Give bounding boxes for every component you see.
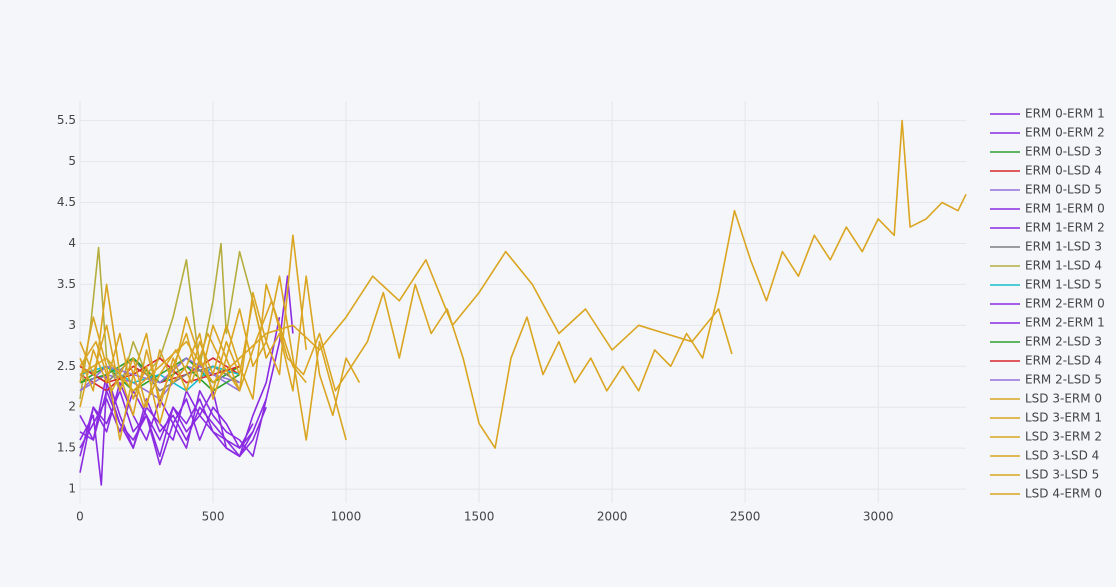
legend-label[interactable]: ERM 2-LSD 3 xyxy=(1025,335,1102,349)
legend-label[interactable]: ERM 0-LSD 5 xyxy=(1025,183,1102,197)
legend-label[interactable]: LSD 3-LSD 5 xyxy=(1025,468,1099,482)
y-tick-label: 5.5 xyxy=(57,113,76,127)
x-tick-label: 0 xyxy=(76,510,84,524)
series-line xyxy=(79,275,361,425)
legend-label[interactable]: LSD 4-ERM 0 xyxy=(1025,487,1102,501)
legend-label[interactable]: ERM 1-LSD 4 xyxy=(1025,259,1102,273)
series-line xyxy=(79,119,967,449)
legend-label[interactable]: ERM 2-ERM 1 xyxy=(1025,316,1105,330)
series-line xyxy=(79,381,267,458)
series-line xyxy=(79,390,254,458)
series-line xyxy=(79,250,733,392)
series-line xyxy=(79,234,307,417)
legend-label[interactable]: ERM 2-LSD 4 xyxy=(1025,354,1102,368)
x-tick-label: 2000 xyxy=(597,510,628,524)
y-tick-label: 4 xyxy=(68,236,76,250)
y-tick-label: 3.5 xyxy=(57,277,76,291)
x-tick-label: 500 xyxy=(202,510,225,524)
y-tick-label: 1.5 xyxy=(57,441,76,455)
legend-label[interactable]: ERM 2-LSD 5 xyxy=(1025,373,1102,387)
legend-label[interactable]: ERM 1-ERM 0 xyxy=(1025,202,1105,216)
legend-label[interactable]: LSD 3-LSD 4 xyxy=(1025,449,1099,463)
series-line xyxy=(79,242,267,400)
y-tick-label: 3 xyxy=(68,318,76,332)
y-tick-label: 5 xyxy=(68,154,76,168)
y-tick-label: 4.5 xyxy=(57,195,76,209)
legend-label[interactable]: ERM 0-LSD 3 xyxy=(1025,145,1102,159)
x-tick-label: 2500 xyxy=(730,510,761,524)
x-tick-label: 1000 xyxy=(331,510,362,524)
x-tick-label: 1500 xyxy=(464,510,495,524)
legend-label[interactable]: ERM 2-ERM 0 xyxy=(1025,297,1105,311)
series-line xyxy=(79,283,307,441)
legend-label[interactable]: LSD 3-ERM 1 xyxy=(1025,411,1102,425)
y-tick-label: 2.5 xyxy=(57,359,76,373)
series-line xyxy=(79,316,281,458)
legend-label[interactable]: ERM 0-ERM 1 xyxy=(1025,107,1105,121)
legend-label[interactable]: LSD 3-ERM 0 xyxy=(1025,392,1102,406)
y-tick-label: 2 xyxy=(68,400,76,414)
legend-label[interactable]: LSD 3-ERM 2 xyxy=(1025,430,1102,444)
y-tick-label: 1 xyxy=(68,482,76,496)
legend-label[interactable]: ERM 0-ERM 2 xyxy=(1025,126,1105,140)
x-tick-label: 3000 xyxy=(863,510,894,524)
legend-label[interactable]: ERM 1-ERM 2 xyxy=(1025,221,1105,235)
legend-label[interactable]: ERM 1-LSD 5 xyxy=(1025,278,1102,292)
legend-label[interactable]: ERM 1-LSD 3 xyxy=(1025,240,1102,254)
legend-label[interactable]: ERM 0-LSD 4 xyxy=(1025,164,1102,178)
